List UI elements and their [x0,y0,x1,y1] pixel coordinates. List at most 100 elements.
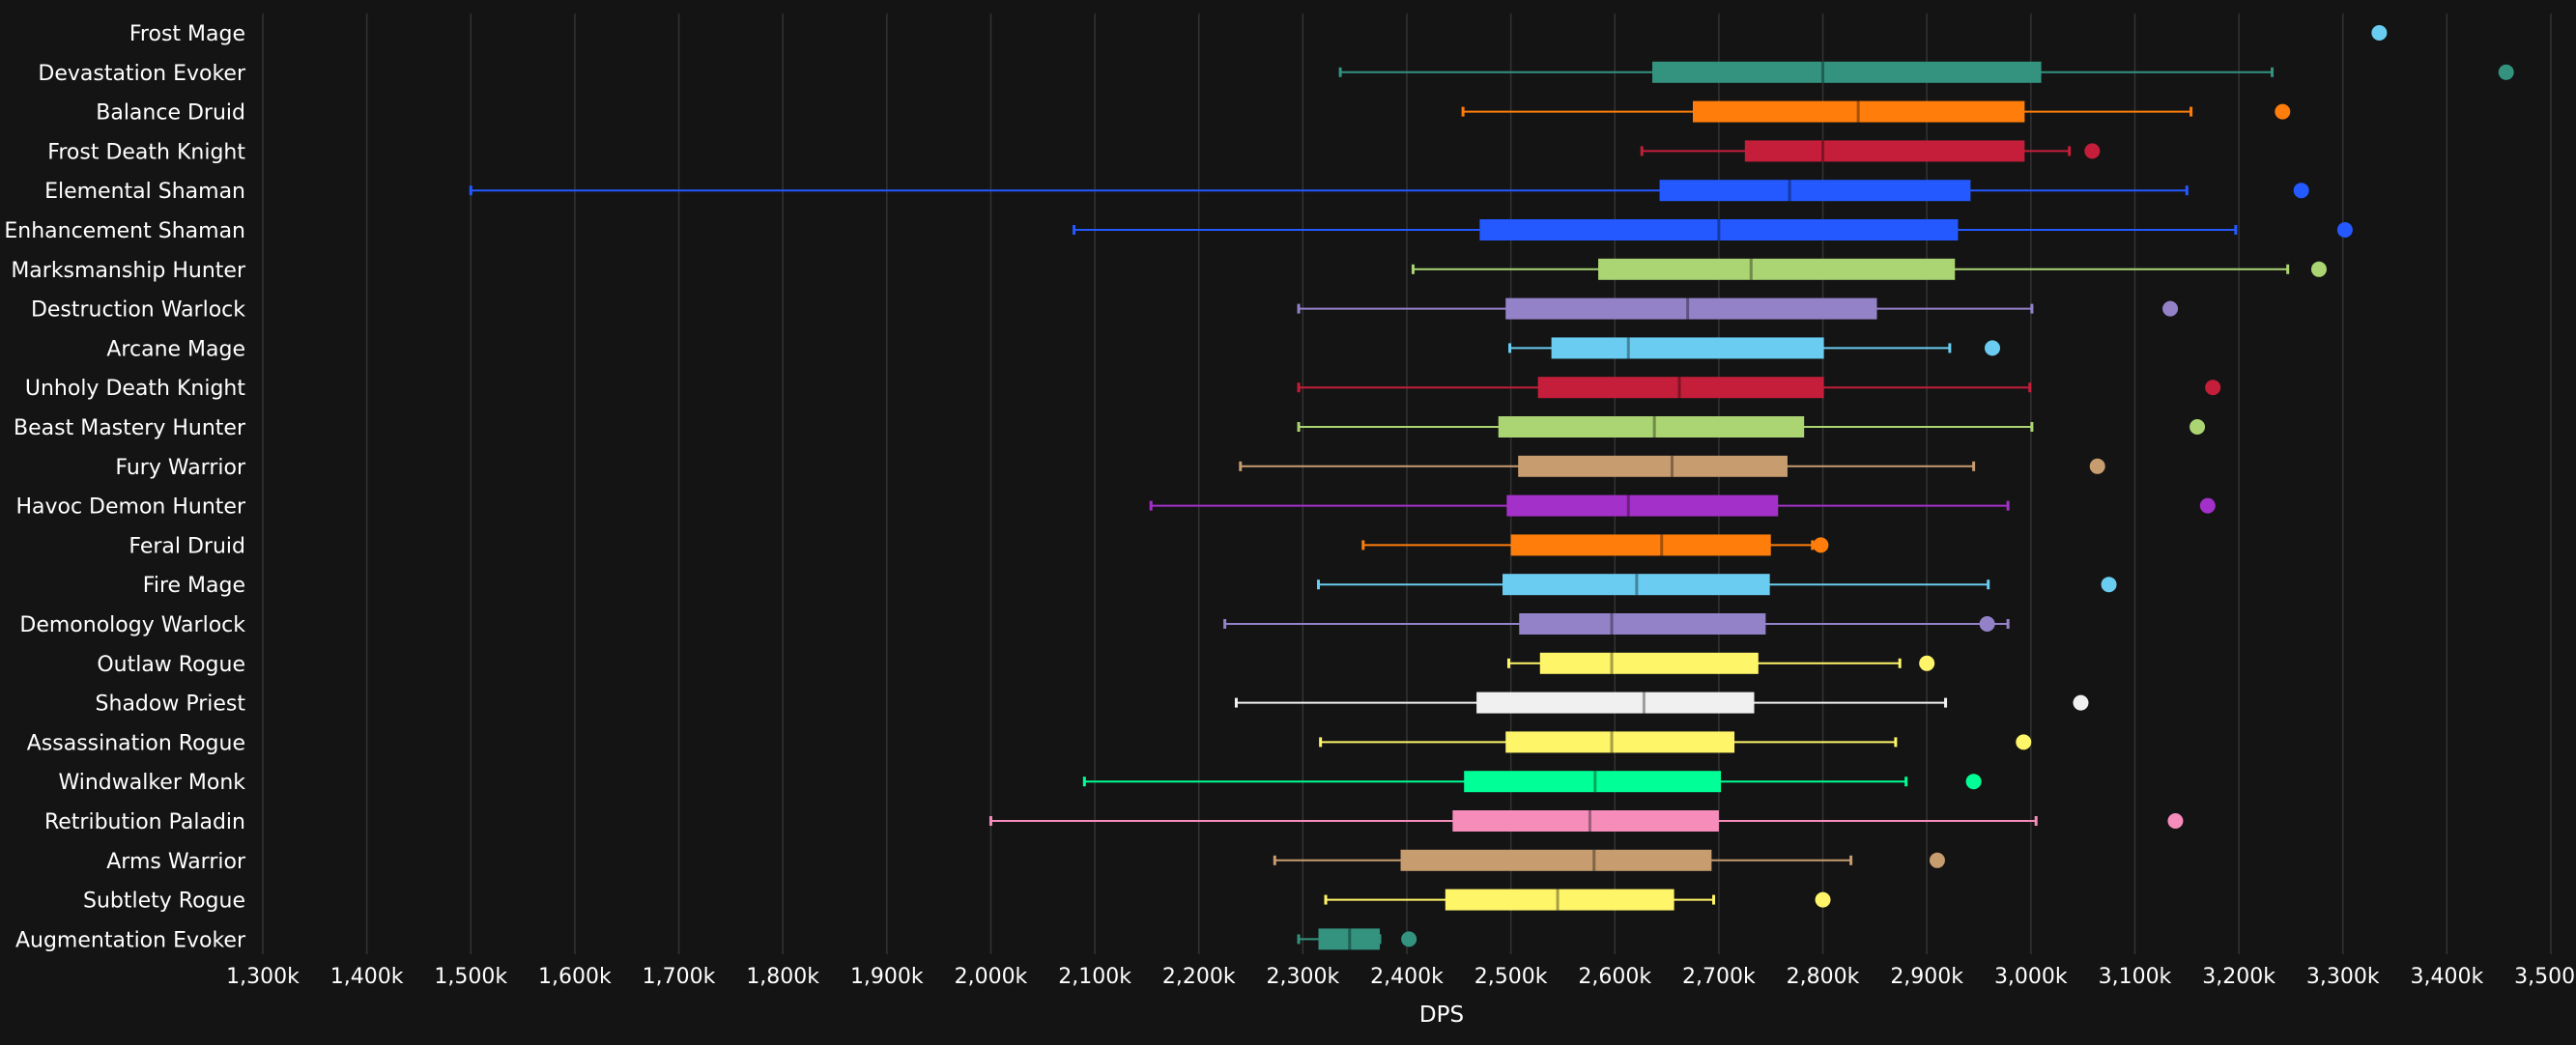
box-iqr[interactable] [1510,534,1771,556]
outlier-point[interactable] [2073,694,2089,711]
outlier-point[interactable] [2089,458,2105,474]
box-iqr[interactable] [1498,416,1805,438]
series-devastation-evoker[interactable] [1338,61,2514,83]
category-label: Shadow Priest [96,692,246,717]
category-label: Marksmanship Hunter [11,259,246,283]
x-tick-label: 3,300k [2306,965,2380,989]
x-tick-label: 3,400k [2410,965,2483,989]
box-iqr[interactable] [1505,731,1735,753]
x-tick-label: 2,900k [1890,965,1963,989]
box-iqr[interactable] [1598,258,1956,280]
x-tick-label: 1,300k [226,965,300,989]
series-augmentation-evoker[interactable] [1297,928,1417,950]
outlier-point[interactable] [2498,64,2514,80]
series-destruction-warlock[interactable] [1297,297,2179,320]
x-tick-label: 1,400k [330,965,404,989]
outlier-point[interactable] [2336,222,2353,238]
box-iqr[interactable] [1505,297,1877,320]
outlier-point[interactable] [2310,261,2327,277]
series-assassination-rogue[interactable] [1319,731,2032,753]
box-iqr[interactable] [1519,613,1766,635]
x-tick-label: 3,000k [1994,965,2068,989]
box-iqr[interactable] [1476,692,1755,714]
series-demonology-warlock[interactable] [1223,613,2010,635]
box-iqr[interactable] [1400,849,1712,871]
series-fury-warrior[interactable] [1239,455,2105,477]
x-tick-label: 2,300k [1266,965,1339,989]
outlier-point[interactable] [2371,25,2388,41]
series-balance-druid[interactable] [1461,100,2291,123]
category-label: Subtlety Rogue [83,890,245,914]
category-label: Windwalker Monk [58,771,245,795]
x-tick-label: 2,400k [1370,965,1444,989]
outlier-point[interactable] [1929,852,1945,868]
series-windwalker-monk[interactable] [1082,771,1982,793]
box-iqr[interactable] [1537,377,1824,399]
outlier-point[interactable] [1815,891,1831,908]
box-iqr[interactable] [1503,574,1770,596]
box-iqr[interactable] [1744,140,2025,162]
series-retribution-paladin[interactable] [988,810,2184,832]
box-iqr[interactable] [1318,928,1381,950]
series-subtlety-rogue[interactable] [1324,889,1831,911]
category-label: Enhancement Shaman [4,219,245,243]
outlier-point[interactable] [2016,734,2032,750]
box-iqr[interactable] [1659,180,1971,202]
series-arms-warrior[interactable] [1273,849,1945,871]
category-label: Balance Druid [96,101,245,126]
series-frost-mage[interactable] [2371,25,2388,41]
outlier-point[interactable] [2275,103,2291,120]
outlier-point[interactable] [1965,774,1982,790]
outlier-point[interactable] [2101,577,2117,593]
box-iqr[interactable] [1445,889,1674,911]
box-iqr[interactable] [1452,810,1719,832]
series-frost-death-knight[interactable] [1640,140,2101,162]
outlier-point[interactable] [1813,537,1829,553]
box-iqr[interactable] [1693,100,2025,123]
outlier-point[interactable] [1919,655,1935,671]
series-marksmanship-hunter[interactable] [1411,258,2327,280]
category-label: Augmentation Evoker [15,928,246,952]
x-tick-label: 3,200k [2202,965,2275,989]
category-label: Arms Warrior [106,850,246,874]
category-label: Devastation Evoker [38,62,246,86]
outlier-point[interactable] [2162,300,2179,317]
x-axis-label: DPS [1419,1003,1464,1028]
box-iqr[interactable] [1506,494,1779,517]
outlier-point[interactable] [2084,143,2101,159]
outlier-point[interactable] [1984,340,2000,356]
box-iqr[interactable] [1518,455,1788,477]
series-feral-druid[interactable] [1361,534,1829,556]
outlier-point[interactable] [2199,497,2216,514]
outlier-point[interactable] [2293,183,2309,199]
outlier-point[interactable] [2167,813,2184,829]
box-iqr[interactable] [1479,219,1959,240]
x-tick-label: 2,100k [1058,965,1131,989]
box-iqr[interactable] [1652,61,2042,83]
category-label: Retribution Paladin [44,810,245,834]
outlier-point[interactable] [1979,616,1995,632]
outlier-point[interactable] [2190,419,2206,435]
outlier-point[interactable] [1401,931,1417,947]
series-havoc-demon-hunter[interactable] [1149,494,2216,517]
box-iqr[interactable] [1551,337,1824,359]
outlier-point[interactable] [2205,380,2221,396]
x-axis-ticks: 1,300k 1,400k 1,500k 1,600k 1,700k 1,800k 1,90… [226,965,2576,989]
series-arcane-mage[interactable] [1508,337,2000,359]
category-label: Unholy Death Knight [25,377,245,401]
series-fire-mage[interactable] [1317,574,2117,596]
category-label: Destruction Warlock [31,298,245,323]
box-iqr[interactable] [1464,771,1722,793]
series-shadow-priest[interactable] [1234,692,2089,714]
series-enhancement-shaman[interactable] [1073,219,2353,240]
series-elemental-shaman[interactable] [469,180,2309,202]
box-iqr[interactable] [1539,652,1759,674]
x-tick-label: 1,900k [850,965,924,989]
series-unholy-death-knight[interactable] [1297,377,2221,399]
series-outlaw-rogue[interactable] [1506,652,1935,674]
x-tick-label: 3,100k [2099,965,2172,989]
x-tick-label: 2,200k [1162,965,1236,989]
series-beast-mastery-hunter[interactable] [1297,416,2206,438]
